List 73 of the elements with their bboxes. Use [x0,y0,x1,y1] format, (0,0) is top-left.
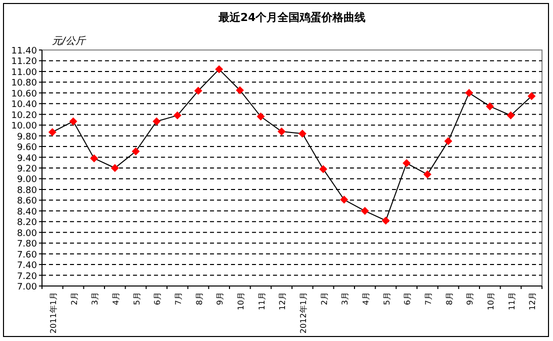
point [340,196,348,204]
x-tick-label: 10月 [486,292,496,310]
y-tick-label: 8.80 [16,186,38,196]
x-tick-label: 12月 [528,292,538,310]
x-tick-label: 5月 [132,292,142,306]
y-tick-label: 11.20 [11,57,38,68]
x-tick-label: 2012年1月 [298,292,308,334]
point [256,112,265,121]
x-tick-label: 2月 [320,292,329,306]
x-tick-label: 3月 [340,292,350,306]
point [402,159,411,168]
point [110,164,119,172]
point [90,154,98,162]
y-tick-label: 9.20 [16,164,38,174]
point [152,117,161,126]
point [360,206,369,215]
point [506,111,515,120]
y-tick-label: 9.60 [16,143,38,154]
point [486,102,494,110]
point [132,147,140,156]
y-tick-label: 7.20 [16,272,38,282]
x-tick-label: 2月 [70,292,79,306]
x-tick-label: 3月 [90,292,100,306]
x-tick-label: 4月 [111,292,120,306]
y-tick-label: 7.00 [16,282,38,292]
y-tick-label: 10.60 [11,89,38,100]
x-tick-label: 6月 [153,292,162,306]
y-tick-label: 11.40 [11,46,38,56]
x-tick-label: 7月 [424,292,433,306]
point [465,88,474,97]
x-tick-label: 8月 [444,292,454,306]
y-tick-label: 9.80 [16,132,38,142]
x-tick-label: 9月 [466,292,475,306]
point [215,65,224,74]
x-tick-label: 11月 [507,292,516,310]
y-tick-label: 7.40 [16,261,38,272]
x-tick-label: 7月 [174,292,183,306]
point [278,128,286,136]
y-tick-label: 8.60 [16,196,38,207]
y-tick-label: 10.00 [11,122,38,132]
y-tick-label: 10.40 [11,100,38,110]
x-tick-label: 6月 [403,292,412,306]
point [528,92,536,100]
x-tick-label: 12月 [278,292,288,310]
point [382,216,390,225]
x-tick-label: 8月 [194,292,204,306]
point [48,128,56,136]
y-tick-label: 10.20 [11,110,38,121]
y-tick-label: 8.40 [16,207,38,218]
y-axis-title: 元/公斤 [52,35,86,47]
point [69,117,78,126]
y-tick-label: 7.80 [16,240,38,250]
x-tick-label: 2011年1月 [48,292,58,334]
point [173,111,182,120]
y-tick-label: 10.80 [11,78,38,89]
point [423,170,432,178]
y-tick-label: 9.00 [16,175,38,186]
y-tick-label: 7.60 [16,250,38,260]
y-tick-label: 11.00 [11,68,38,78]
x-tick-label: 5月 [382,292,392,306]
point [319,165,328,174]
x-tick-label: 9月 [216,292,225,306]
point [298,130,306,138]
point [236,86,244,94]
x-tick-label: 11月 [257,292,266,310]
y-tick-label: 8.00 [16,228,38,239]
x-tick-label: 4月 [361,292,370,306]
x-tick-label: 10月 [236,292,246,310]
chart-title: 最近24个月全国鸡蛋价格曲线 [217,11,366,24]
point [444,137,452,146]
point [194,86,202,95]
y-tick-label: 8.20 [16,218,38,228]
y-tick-label: 9.40 [16,154,38,164]
